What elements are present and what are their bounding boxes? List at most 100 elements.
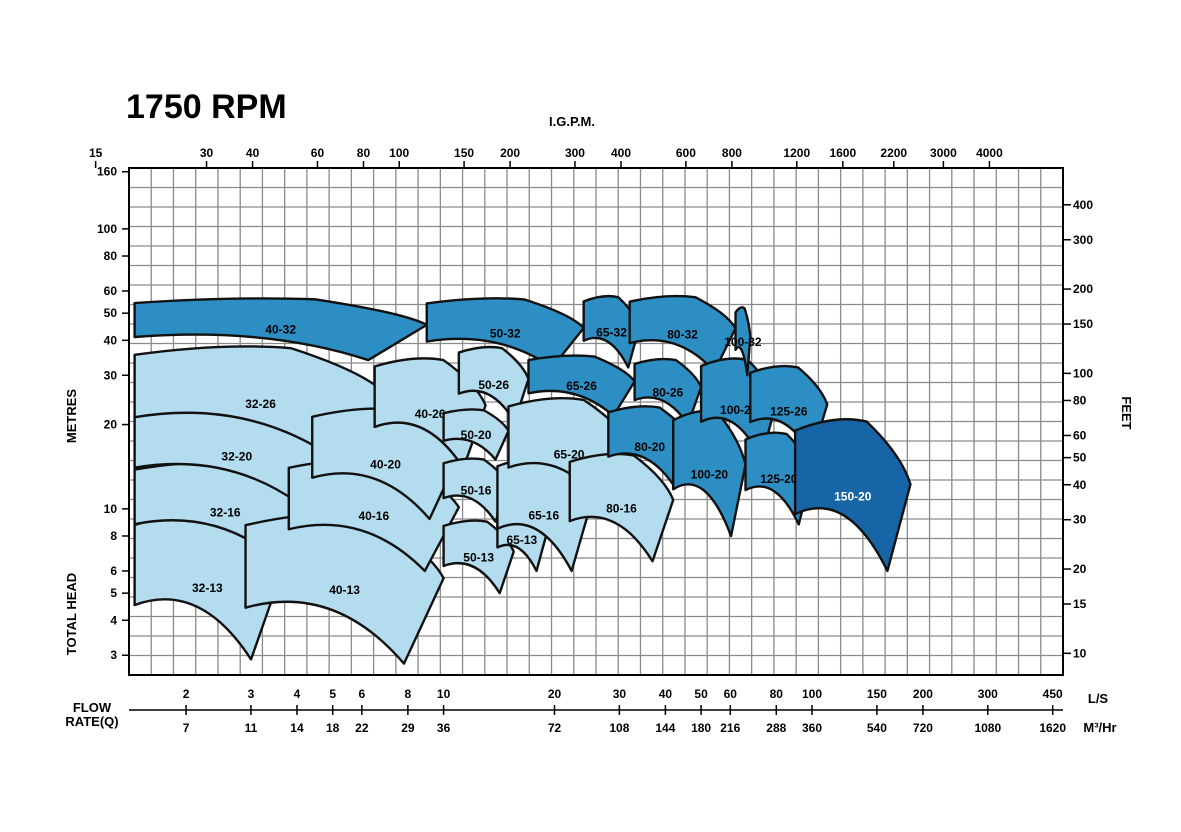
pump-region-80-32: [628, 294, 737, 373]
pump-region-label-80-16: 80-16: [606, 501, 637, 515]
chart-title: 1750 RPM: [126, 88, 287, 126]
pump-region-label-50-13: 50-13: [463, 550, 494, 564]
pump-region-100-32: [734, 306, 752, 377]
pump-region-50-20: [442, 408, 510, 461]
top-axis-tick-label: 200: [500, 146, 520, 160]
m3hr-tick-label: 14: [290, 721, 304, 735]
m3hr-tick-label: 29: [401, 721, 415, 735]
top-axis-tick-label: 300: [565, 146, 585, 160]
top-axis-tick-label: 2200: [880, 146, 907, 160]
pump-region-50-26: [457, 345, 530, 423]
pump-region-label-40-26: 40-26: [415, 407, 446, 421]
ls-tick-label: 5: [329, 687, 336, 701]
pump-region-label-65-26: 65-26: [566, 379, 597, 393]
right-axis-tick-label: 300: [1073, 233, 1093, 247]
top-axis-tick-label: 40: [246, 146, 260, 160]
pump-region-80-26: [633, 357, 703, 426]
m3hr-tick-label: 22: [355, 721, 369, 735]
left-axis-tick-label: 8: [110, 529, 117, 543]
right-axis-tick-label: 10: [1073, 646, 1087, 660]
ls-tick-label: 300: [978, 687, 998, 701]
top-axis-tick-label: 1600: [829, 146, 856, 160]
right-axis-tick-label: 60: [1073, 428, 1087, 442]
m3hr-tick-label: 72: [548, 721, 562, 735]
pump-region-label-65-16: 65-16: [528, 508, 559, 522]
pump-region-150-20: [793, 418, 912, 573]
pump-region-label-32-13: 32-13: [192, 581, 223, 595]
top-axis-tick-label: 60: [311, 146, 325, 160]
pump-region-50-32: [425, 297, 585, 369]
ls-tick-label: 10: [437, 687, 451, 701]
m3hr-tick-label: 720: [913, 721, 933, 735]
right-axis-tick-label: 30: [1073, 513, 1087, 527]
left-axis-tick-label: 60: [104, 284, 118, 298]
ls-tick-label: 40: [659, 687, 673, 701]
right-axis-tick-label: 150: [1073, 317, 1093, 331]
pump-region-65-26: [527, 354, 636, 417]
top-axis-tick-label: 150: [454, 146, 474, 160]
top-axis-tick-label: 800: [722, 146, 742, 160]
ls-tick-label: 30: [613, 687, 627, 701]
ls-tick-label: 80: [770, 687, 784, 701]
m3hr-tick-label: 108: [609, 721, 629, 735]
right-axis-tick-label: 50: [1073, 451, 1087, 465]
ls-tick-label: 4: [294, 687, 301, 701]
top-axis-tick-label: 80: [357, 146, 371, 160]
top-axis-title: I.G.P.M.: [549, 114, 595, 129]
right-axis-tick-label: 15: [1073, 597, 1087, 611]
left-axis-title-metres: METRES: [64, 389, 79, 444]
ls-tick-label: 2: [183, 687, 190, 701]
axes: 15 30 40 60 80 100 150 200 300 400 600 800 1200 1600 2…: [89, 146, 1093, 735]
plot-frame: [128, 167, 1064, 676]
pump-regions: 32-13 32-16 32-20 32-26 40-13 40-16 40-20 40-26…: [133, 294, 912, 665]
left-axis-tick-label: 5: [110, 586, 117, 600]
pump-region-label-100-32: 100-32: [724, 335, 762, 349]
pump-region-label-40-13: 40-13: [329, 583, 360, 597]
ls-tick-label: 3: [248, 687, 255, 701]
pump-region-label-100-26: 100-26: [720, 403, 758, 417]
m3hr-tick-label: 1080: [974, 721, 1001, 735]
ls-tick-label: 200: [913, 687, 933, 701]
left-axis-tick-label: 100: [97, 222, 117, 236]
top-axis-tick-label: 100: [389, 146, 409, 160]
ls-tick-label: 150: [867, 687, 887, 701]
m3hr-tick-label: 288: [766, 721, 786, 735]
ls-tick-label: 6: [359, 687, 366, 701]
top-axis-tick-label: 4000: [976, 146, 1003, 160]
pump-region-label-50-20: 50-20: [461, 428, 492, 442]
flow-rate-label-line1: FLOW: [73, 700, 112, 715]
left-axis-tick-label: 80: [104, 249, 118, 263]
left-axis-tick-label: 4: [110, 613, 117, 627]
ls-tick-label: 8: [405, 687, 412, 701]
left-axis-tick-label: 50: [104, 306, 118, 320]
pump-region-label-40-20: 40-20: [370, 458, 401, 472]
m3hr-tick-label: 216: [720, 721, 740, 735]
pump-region-label-32-26: 32-26: [245, 397, 276, 411]
pump-region-label-50-32: 50-32: [490, 326, 521, 340]
ls-tick-label: 60: [724, 687, 738, 701]
pump-region-label-40-32: 40-32: [265, 323, 296, 337]
ls-unit-label: L/S: [1088, 691, 1109, 706]
pump-region-label-65-20: 65-20: [554, 447, 585, 461]
left-axis-title-total-head: TOTAL HEAD: [64, 573, 79, 655]
top-axis-tick-label: 400: [611, 146, 631, 160]
m3hr-tick-label: 18: [326, 721, 340, 735]
pump-region-label-125-26: 125-26: [770, 404, 808, 418]
m3hr-tick-label: 36: [437, 721, 451, 735]
m3hr-tick-label: 180: [691, 721, 711, 735]
m3hr-tick-label: 144: [655, 721, 675, 735]
pump-region-label-150-20: 150-20: [834, 489, 872, 503]
top-axis-tick-label: 30: [200, 146, 214, 160]
m3hr-unit-label: M³/Hr: [1083, 720, 1116, 735]
right-axis-tick-label: 20: [1073, 562, 1087, 576]
left-axis-tick-label: 6: [110, 564, 117, 578]
m3hr-tick-label: 7: [183, 721, 190, 735]
pump-region-label-32-16: 32-16: [210, 505, 241, 519]
top-axis-tick-label: 600: [676, 146, 696, 160]
pump-region-label-100-20: 100-20: [691, 467, 729, 481]
m3hr-tick-label: 1620: [1039, 721, 1066, 735]
flow-rate-label-line2: RATE(Q): [65, 714, 118, 729]
pump-region-label-50-26: 50-26: [478, 378, 509, 392]
ls-tick-label: 450: [1043, 687, 1063, 701]
